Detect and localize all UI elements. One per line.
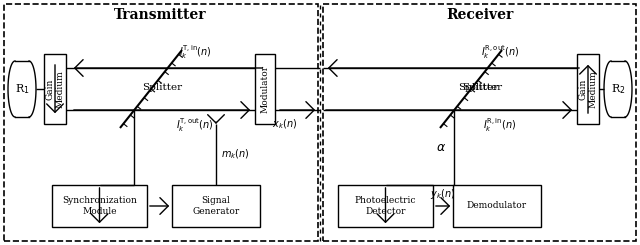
- Bar: [338, 185, 433, 227]
- Text: Modulator: Modulator: [260, 65, 269, 113]
- Bar: [577, 54, 599, 124]
- Bar: [172, 185, 260, 227]
- Text: $I_k^{\mathrm{R,in}}(n)$: $I_k^{\mathrm{R,in}}(n)$: [483, 117, 516, 134]
- Text: Splitter: Splitter: [458, 83, 498, 91]
- Text: $I_k^{\mathrm{T,out}}(n)$: $I_k^{\mathrm{T,out}}(n)$: [176, 117, 214, 134]
- Text: Gain
Medium: Gain Medium: [45, 70, 65, 108]
- Text: Transmitter: Transmitter: [114, 8, 206, 22]
- Text: Synchronization
Module: Synchronization Module: [62, 196, 137, 216]
- Text: Receiver: Receiver: [446, 8, 514, 22]
- Text: $y_k(n)$: $y_k(n)$: [431, 187, 456, 201]
- Text: Signal
Generator: Signal Generator: [193, 196, 239, 216]
- Text: $m_k(n)$: $m_k(n)$: [221, 148, 250, 161]
- Text: $I_k^{\mathrm{T,in}}(n)$: $I_k^{\mathrm{T,in}}(n)$: [179, 44, 211, 61]
- Bar: [453, 185, 541, 227]
- Bar: [52, 185, 147, 227]
- Text: R$_1$: R$_1$: [15, 82, 29, 96]
- Text: Splitter: Splitter: [142, 83, 182, 91]
- Bar: [323, 4, 636, 241]
- Text: $\alpha$: $\alpha$: [436, 141, 446, 154]
- Text: Demodulator: Demodulator: [467, 201, 527, 210]
- Text: Splitter: Splitter: [462, 83, 502, 91]
- Text: Gain
Medium: Gain Medium: [579, 70, 598, 108]
- Text: $x_k(n)$: $x_k(n)$: [273, 117, 298, 131]
- Bar: [44, 54, 66, 124]
- Text: $I_k^{\mathrm{R,out}}(n)$: $I_k^{\mathrm{R,out}}(n)$: [481, 44, 519, 61]
- Text: Photoelectric
Detector: Photoelectric Detector: [355, 196, 416, 216]
- Bar: [4, 4, 318, 241]
- Text: R$_2$: R$_2$: [611, 82, 625, 96]
- Bar: [255, 54, 275, 124]
